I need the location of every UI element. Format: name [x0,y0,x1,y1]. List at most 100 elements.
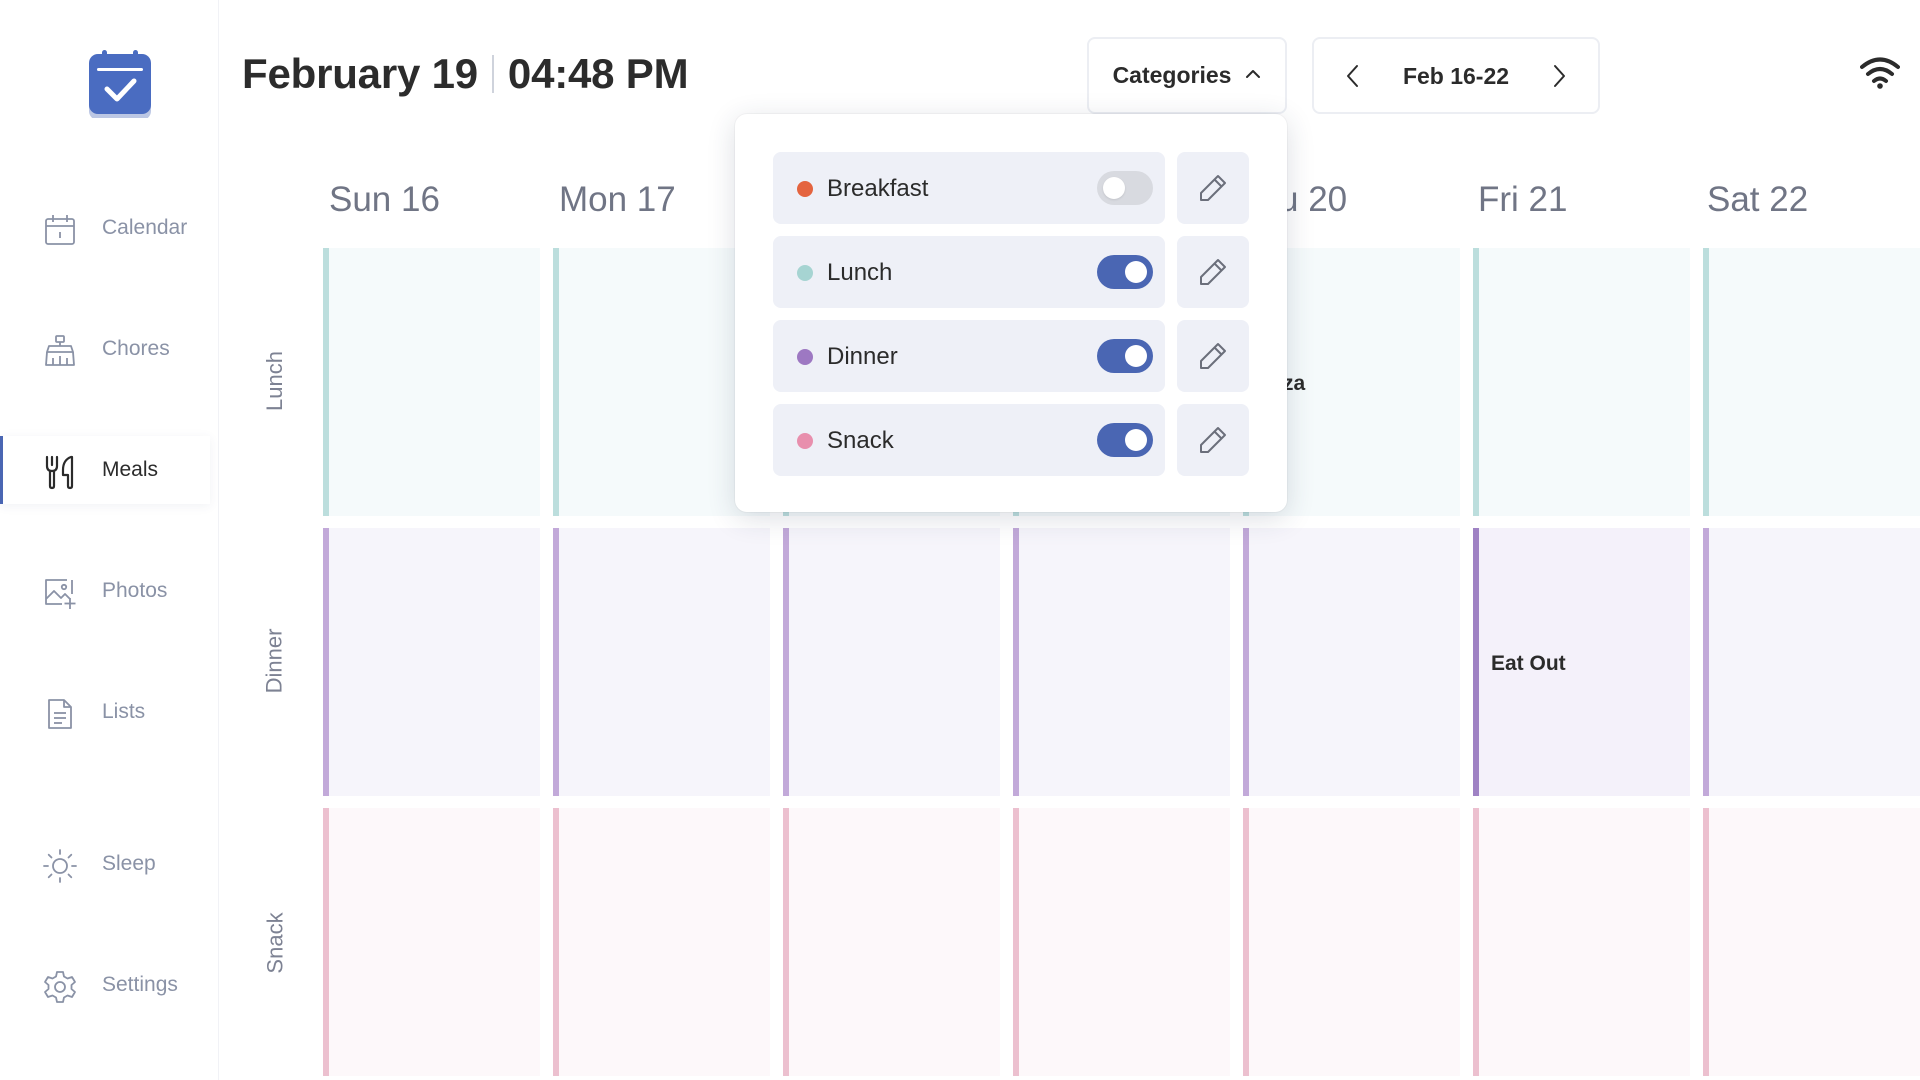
category-name: Dinner [827,343,898,370]
meal-cell-lunch-sat-22[interactable] [1703,248,1920,516]
chevron-left-icon [1347,65,1358,87]
meal-cell-dinner-sun-16[interactable] [323,528,540,796]
meal-cell-snack-tue-18[interactable] [783,808,1000,1076]
meal-cell-dinner-sat-22[interactable] [1703,528,1920,796]
current-time: 04:48 PM [507,50,689,97]
app-logo-calendar-check-icon[interactable] [88,50,152,120]
meal-cell-dinner-mon-17[interactable] [553,528,770,796]
category-color-bar [1703,528,1709,796]
sidebar-item-calendar[interactable]: Calendar [0,194,210,262]
wifi-icon [1860,56,1900,90]
meal-cell-snack-sat-22[interactable] [1703,808,1920,1076]
edit-category-dinner-button[interactable] [1177,320,1249,392]
meal-cell-dinner-wed-19[interactable] [1013,528,1230,796]
categories-dropdown: Breakfast Lunch Dinner Snack [735,114,1287,512]
sidebar-item-label: Sleep [102,852,156,875]
sidebar-item-lists[interactable]: Lists [0,678,210,746]
category-color-bar [553,528,559,796]
categories-button[interactable]: Categories [1087,37,1287,114]
meal-cell-snack-wed-19[interactable] [1013,808,1230,1076]
meal-cell-snack-sun-16[interactable] [323,808,540,1076]
meal-cell-dinner-tue-18[interactable] [783,528,1000,796]
category-toggle-breakfast[interactable] [1097,171,1153,205]
page-title: February 19 04:48 PM [242,50,689,98]
edit-category-breakfast-button[interactable] [1177,152,1249,224]
pencil-icon [1200,343,1226,369]
week-range: Feb 16-22 [1402,63,1510,89]
document-list-icon [42,696,78,732]
meal-entry: za [1283,372,1306,395]
title-divider [491,55,494,93]
edit-category-snack-button[interactable] [1177,404,1249,476]
row-label-snack: Snack [262,912,288,974]
meal-cell-snack-thu-20[interactable] [1243,808,1460,1076]
category-color-bar [1013,528,1019,796]
category-row-dinner[interactable]: Dinner [773,320,1165,392]
sidebar-item-meals[interactable]: Meals [0,436,210,504]
next-week-button[interactable] [1540,57,1578,95]
category-toggle-snack[interactable] [1097,423,1153,457]
category-color-bar [1243,528,1249,796]
week-navigator: Feb 16-22 [1312,37,1600,114]
category-color-bar [1703,248,1709,516]
sidebar: Calendar Chores [0,0,218,1080]
sidebar-item-photos[interactable]: Photos [0,557,210,625]
sidebar-item-label: Meals [102,458,159,481]
category-name: Snack [827,427,894,454]
meal-cell-dinner-thu-20[interactable] [1243,528,1460,796]
meal-cell-lunch-mon-17[interactable] [553,248,770,516]
category-color-bar [1243,808,1249,1076]
calendar-icon [42,212,78,248]
category-name: Breakfast [827,175,929,202]
pencil-icon [1200,175,1226,201]
category-name: Lunch [827,259,893,286]
meal-entry: Eat Out [1491,652,1566,675]
sidebar-item-settings[interactable]: Settings [0,951,210,1019]
category-color-bar [323,528,329,796]
sidebar-item-sleep[interactable]: Sleep [0,830,210,898]
category-color-bar [553,248,559,516]
category-color-bar [1473,808,1479,1076]
category-color-dot [797,265,813,281]
photo-add-icon [42,575,78,611]
gear-icon [42,969,78,1005]
meal-cell-dinner-fri-21[interactable]: Eat Out [1473,528,1690,796]
category-toggle-dinner[interactable] [1097,339,1153,373]
pencil-icon [1200,427,1226,453]
category-color-dot [797,181,813,197]
sun-icon [42,848,78,884]
day-header-sun: Sun 16 [329,180,440,219]
category-toggle-lunch[interactable] [1097,255,1153,289]
sidebar-item-chores[interactable]: Chores [0,315,210,383]
category-row-snack[interactable]: Snack [773,404,1165,476]
current-date: February 19 [242,50,478,97]
category-color-bar [1473,248,1479,516]
category-color-bar [323,808,329,1076]
category-color-dot [797,349,813,365]
category-color-bar [1013,808,1019,1076]
category-color-bar [323,248,329,516]
sidebar-item-label: Chores [102,337,170,360]
category-row-lunch[interactable]: Lunch [773,236,1165,308]
category-color-dot [797,433,813,449]
chevron-up-icon [1245,67,1261,85]
categories-button-label: Categories [1112,62,1232,88]
chevron-right-icon [1554,65,1565,87]
edit-category-lunch-button[interactable] [1177,236,1249,308]
category-color-bar [553,808,559,1076]
sidebar-item-label: Settings [102,973,178,996]
meal-cell-snack-fri-21[interactable] [1473,808,1690,1076]
category-color-bar [783,528,789,796]
meal-cell-lunch-sun-16[interactable] [323,248,540,516]
meal-cell-snack-mon-17[interactable] [553,808,770,1076]
broom-icon [42,333,78,369]
meal-cell-lunch-fri-21[interactable] [1473,248,1690,516]
previous-week-button[interactable] [1334,57,1372,95]
row-label-dinner: Dinner [261,628,287,694]
sidebar-item-label: Photos [102,579,168,602]
day-header-thu: u 20 [1279,180,1348,219]
category-color-bar [783,808,789,1076]
category-row-breakfast[interactable]: Breakfast [773,152,1165,224]
day-header-fri: Fri 21 [1478,180,1568,219]
utensils-icon [42,454,78,490]
